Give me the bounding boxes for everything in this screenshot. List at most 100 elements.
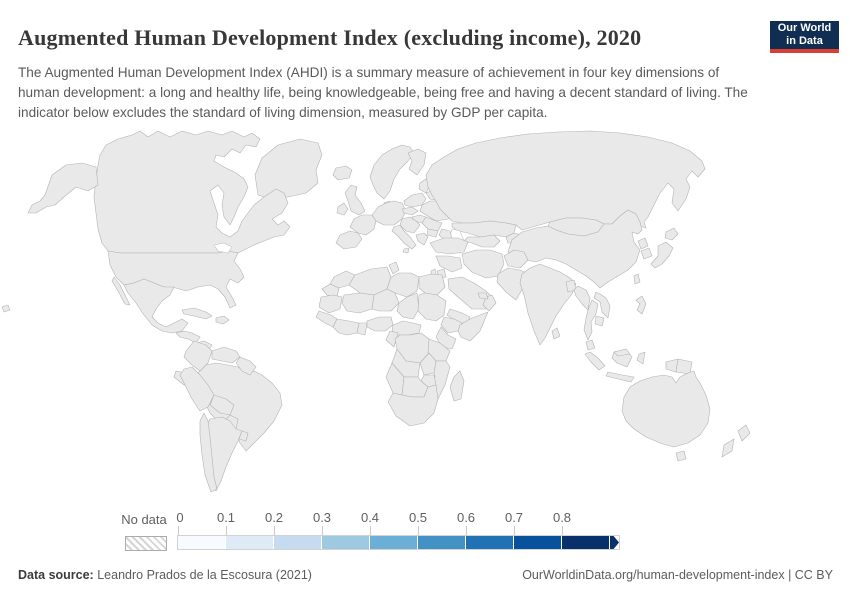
legend-segment-6[interactable] (466, 536, 513, 549)
region-senegal[interactable] (315, 310, 338, 328)
region-australia[interactable] (621, 370, 711, 448)
region-png[interactable] (675, 358, 693, 375)
region-china[interactable] (507, 209, 643, 289)
region-madagascar[interactable] (449, 370, 465, 402)
legend-tick-label: 0.8 (552, 510, 572, 525)
region-congo-gabon[interactable] (385, 330, 399, 348)
region-bulgaria[interactable] (426, 228, 439, 238)
region-greenland[interactable] (254, 138, 323, 200)
region-cuba[interactable] (181, 307, 213, 320)
region-sicily[interactable] (402, 247, 410, 254)
region-uk[interactable] (344, 184, 366, 216)
region-guyanas[interactable] (235, 356, 257, 376)
region-somalia[interactable] (457, 311, 489, 342)
region-nigeria[interactable] (366, 316, 394, 332)
region-peru[interactable] (179, 366, 215, 412)
region-philippines[interactable] (635, 295, 647, 315)
region-mexico[interactable] (123, 278, 189, 334)
legend-tick (418, 526, 419, 536)
legend-no-data-label: No data (121, 512, 167, 527)
region-uzbek-turkmen[interactable] (463, 234, 501, 248)
region-uruguay[interactable] (238, 430, 249, 442)
region-india[interactable] (519, 263, 577, 346)
region-nz-north[interactable] (737, 424, 751, 442)
data-source-label: Data source: (18, 568, 94, 582)
region-borneo-my[interactable] (613, 348, 631, 357)
legend-segment-5[interactable] (418, 536, 465, 549)
legend-tick (466, 526, 467, 536)
region-hispaniola[interactable] (215, 315, 230, 325)
region-ireland[interactable] (336, 202, 349, 216)
region-tasmania[interactable] (675, 450, 687, 462)
region-afghanistan[interactable] (503, 249, 529, 269)
region-greece[interactable] (415, 232, 429, 246)
region-iberia[interactable] (335, 230, 363, 250)
region-niger[interactable] (371, 288, 400, 312)
region-japan-honshu[interactable] (650, 241, 674, 269)
region-chad[interactable] (396, 292, 420, 320)
region-taiwan[interactable] (633, 273, 641, 285)
region-syria-iraq[interactable] (435, 255, 463, 273)
region-sudan[interactable] (417, 292, 447, 322)
owid-logo[interactable]: Our World in Data (770, 21, 839, 53)
region-balkans[interactable] (399, 216, 421, 234)
region-sumatra[interactable] (584, 351, 606, 371)
region-norway-sweden[interactable] (369, 144, 415, 200)
region-south-korea[interactable] (640, 247, 653, 260)
region-myanmar[interactable] (573, 285, 591, 311)
region-iran[interactable] (461, 249, 505, 279)
owid-logo-line1: Our World (777, 22, 832, 35)
legend-segment-0[interactable] (178, 536, 225, 549)
region-alaska[interactable] (27, 162, 99, 214)
legend-segment-7[interactable] (514, 536, 561, 549)
owid-credit-link[interactable]: OurWorldinData.org/human-development-ind… (522, 568, 833, 582)
region-tunisia[interactable] (388, 261, 400, 275)
region-north-korea[interactable] (637, 237, 649, 250)
legend-tick (274, 526, 275, 536)
region-baja[interactable] (111, 276, 131, 306)
legend-segment-3[interactable] (322, 536, 369, 549)
region-russia[interactable] (425, 130, 706, 231)
region-japan-hokkaido[interactable] (664, 227, 679, 241)
page-title: Augmented Human Development Index (exclu… (18, 24, 642, 50)
region-south-africa[interactable] (387, 384, 439, 427)
legend-tick-label: 0.5 (408, 510, 428, 525)
legend-tick (514, 526, 515, 536)
region-malaysia[interactable] (585, 339, 596, 351)
legend-no-data-swatch[interactable] (125, 536, 167, 551)
region-turkey[interactable] (429, 237, 469, 255)
legend-segment-8[interactable] (562, 536, 609, 549)
region-czech[interactable] (401, 206, 419, 216)
region-egypt[interactable] (418, 273, 446, 296)
region-mali[interactable] (341, 292, 375, 314)
map-legend: No data 0 0.1 0.2 0.3 0.4 0.5 0.6 0.7 0.… (0, 508, 850, 556)
region-iceland[interactable] (332, 165, 353, 181)
region-nz-south[interactable] (721, 438, 735, 458)
region-hawaii[interactable] (1, 304, 11, 313)
legend-segment-2[interactable] (274, 536, 321, 549)
region-france[interactable] (349, 214, 377, 236)
region-sulawesi[interactable] (636, 351, 646, 365)
region-java[interactable] (605, 371, 635, 383)
legend-segment-4[interactable] (370, 536, 417, 549)
region-uae[interactable] (477, 292, 489, 300)
legend-tick-label: 0 (176, 510, 184, 525)
region-sri-lanka[interactable] (551, 327, 561, 340)
region-venezuela[interactable] (211, 346, 241, 364)
region-central-america[interactable] (175, 330, 201, 344)
owid-logo-line2: in Data (786, 35, 823, 47)
region-usa[interactable] (107, 250, 245, 309)
region-westafrica[interactable] (332, 318, 360, 336)
region-chile[interactable] (199, 412, 218, 493)
region-vietnam[interactable] (593, 291, 611, 319)
region-cambodia[interactable] (594, 315, 605, 327)
legend-segment-1[interactable] (226, 536, 273, 549)
region-mauritania[interactable] (318, 294, 343, 314)
region-colombia[interactable] (183, 340, 213, 372)
region-italy[interactable] (391, 224, 417, 250)
region-finland[interactable] (407, 148, 427, 176)
region-ghana[interactable] (356, 322, 368, 336)
region-thailand[interactable] (583, 299, 599, 341)
region-poland[interactable] (403, 192, 427, 208)
legend-tick (322, 526, 323, 536)
